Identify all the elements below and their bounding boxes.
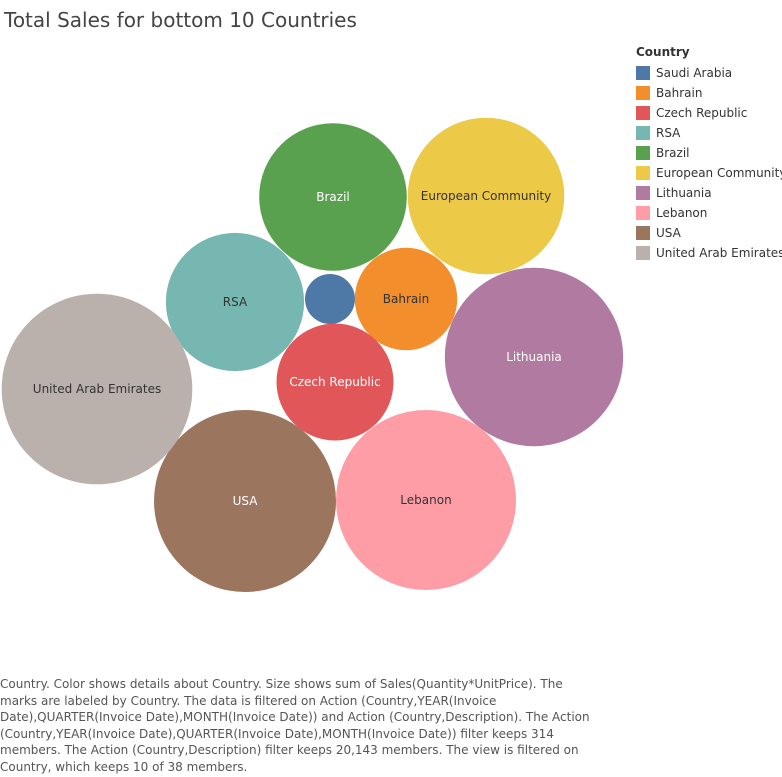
legend-title: Country xyxy=(636,45,690,59)
bubble-label-czech-republic: Czech Republic xyxy=(289,375,380,389)
legend-item-european-community[interactable]: European Community xyxy=(636,163,782,183)
legend-swatch xyxy=(636,106,650,120)
bubble-label-rsa: RSA xyxy=(223,295,248,309)
bubble-rsa[interactable] xyxy=(165,232,305,372)
legend-label: Brazil xyxy=(656,146,690,160)
legend: Country Saudi Arabia Bahrain Czech Republi… xyxy=(636,45,782,263)
bubble-label-lithuania: Lithuania xyxy=(506,350,562,364)
legend-item-czech-republic[interactable]: Czech Republic xyxy=(636,103,782,123)
legend-swatch xyxy=(636,226,650,240)
bubble-czech-republic[interactable] xyxy=(276,323,394,441)
bubble-lithuania[interactable] xyxy=(444,267,624,447)
chart-caption: Country. Color shows details about Count… xyxy=(0,677,590,774)
bubble-label-united-arab-emirates: United Arab Emirates xyxy=(33,382,161,396)
legend-label: European Community xyxy=(656,166,782,180)
legend-label: Lebanon xyxy=(656,206,708,220)
legend-swatch xyxy=(636,146,650,160)
bubble-label-bahrain: Bahrain xyxy=(383,292,429,306)
legend-item-rsa[interactable]: RSA xyxy=(636,123,782,143)
bubble-bahrain[interactable] xyxy=(354,247,458,351)
legend-label: Bahrain xyxy=(656,86,703,100)
legend-swatch xyxy=(636,186,650,200)
bubble-label-brazil: Brazil xyxy=(316,190,350,204)
legend-label: Saudi Arabia xyxy=(656,66,733,80)
legend-label: USA xyxy=(656,226,681,240)
bubble-label-lebanon: Lebanon xyxy=(400,493,451,507)
legend-swatch xyxy=(636,126,650,140)
bubble-label-european-community: European Community xyxy=(421,189,551,203)
legend-label: Czech Republic xyxy=(656,106,748,120)
legend-label: United Arab Emirates xyxy=(656,246,782,260)
bubble-european-community[interactable] xyxy=(407,117,565,275)
bubble-saudi-arabia[interactable] xyxy=(305,274,355,324)
legend-swatch xyxy=(636,166,650,180)
legend-item-bahrain[interactable]: Bahrain xyxy=(636,83,782,103)
legend-item-brazil[interactable]: Brazil xyxy=(636,143,782,163)
legend-swatch xyxy=(636,86,650,100)
bubble-united-arab-emirates[interactable] xyxy=(1,293,193,485)
bubble-lebanon[interactable] xyxy=(336,410,516,590)
legend-items: Saudi Arabia Bahrain Czech Republic RSA Braz… xyxy=(636,63,782,263)
bubble-chart: Bahrain Czech Republic RSA Brazil European C… xyxy=(1,117,624,592)
legend-swatch xyxy=(636,246,650,260)
legend-item-united-arab-emirates[interactable]: United Arab Emirates xyxy=(636,243,782,263)
legend-item-usa[interactable]: USA xyxy=(636,223,782,243)
legend-label: RSA xyxy=(656,126,681,140)
bubble-usa[interactable] xyxy=(154,410,336,592)
legend-label: Lithuania xyxy=(656,186,712,200)
bubble-label-usa: USA xyxy=(233,494,259,508)
legend-swatch xyxy=(636,206,650,220)
chart-title: Total Sales for bottom 10 Countries xyxy=(4,8,357,32)
legend-item-lithuania[interactable]: Lithuania xyxy=(636,183,782,203)
legend-swatch xyxy=(636,66,650,80)
legend-item-saudi-arabia[interactable]: Saudi Arabia xyxy=(636,63,782,83)
legend-item-lebanon[interactable]: Lebanon xyxy=(636,203,782,223)
bubble-brazil[interactable] xyxy=(259,123,407,271)
